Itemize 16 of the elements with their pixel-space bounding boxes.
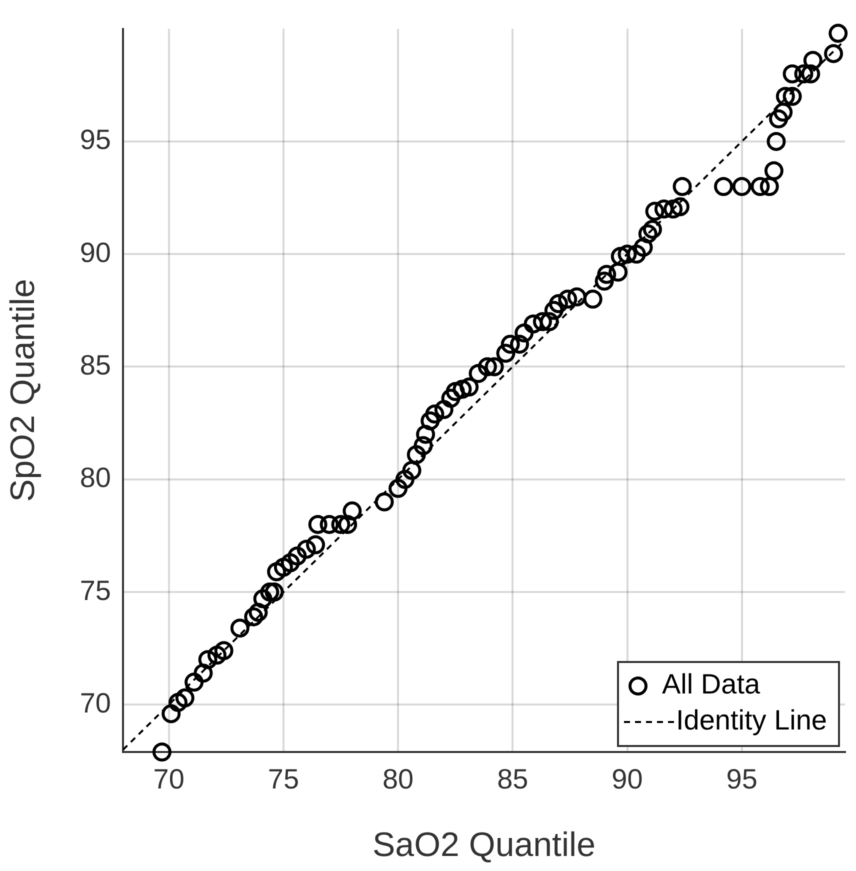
x-tick-label: 75 bbox=[268, 764, 300, 795]
y-tick-label: 80 bbox=[80, 462, 111, 494]
legend-label: All Data bbox=[662, 668, 760, 700]
x-axis-title: SaO2 Quantile bbox=[372, 826, 596, 864]
y-tick-label: 90 bbox=[80, 236, 111, 268]
y-tick-label: 85 bbox=[80, 349, 111, 380]
y-tick-label: 75 bbox=[80, 574, 111, 606]
x-tick-label: 85 bbox=[497, 764, 528, 795]
x-tick-label: 80 bbox=[382, 764, 414, 795]
y-axis-title: SpO2 Quantile bbox=[4, 278, 42, 502]
y-tick-label: 95 bbox=[80, 124, 111, 156]
y-tick-label: 70 bbox=[80, 687, 111, 718]
x-tick-label: 90 bbox=[612, 764, 643, 795]
x-tick-label: 95 bbox=[726, 764, 758, 795]
x-tick-label: 70 bbox=[153, 764, 184, 795]
legend-label: Identity Line bbox=[676, 704, 828, 736]
